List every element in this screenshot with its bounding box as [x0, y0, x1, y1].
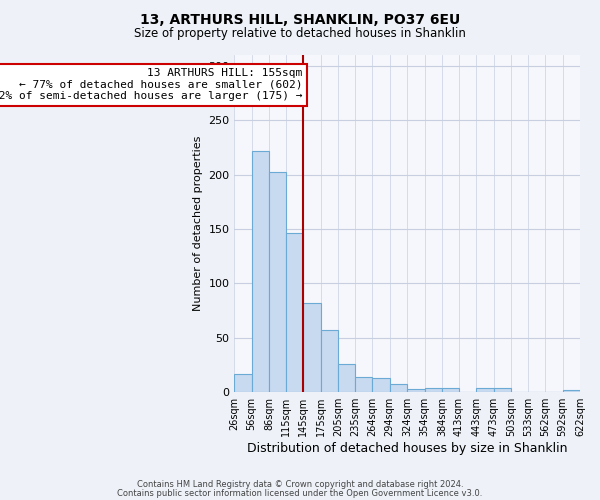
Bar [269, 172, 286, 392]
Bar [425, 388, 442, 392]
Bar [320, 330, 338, 392]
Text: 13, ARTHURS HILL, SHANKLIN, PO37 6EU: 13, ARTHURS HILL, SHANKLIN, PO37 6EU [140, 12, 460, 26]
Bar [234, 374, 251, 392]
Bar [563, 390, 580, 392]
Bar [476, 388, 494, 392]
X-axis label: Distribution of detached houses by size in Shanklin: Distribution of detached houses by size … [247, 442, 568, 455]
Text: Size of property relative to detached houses in Shanklin: Size of property relative to detached ho… [134, 28, 466, 40]
Bar [355, 377, 372, 392]
Bar [338, 364, 355, 392]
Bar [390, 384, 407, 392]
Text: 13 ARTHURS HILL: 155sqm
← 77% of detached houses are smaller (602)
22% of semi-d: 13 ARTHURS HILL: 155sqm ← 77% of detache… [0, 68, 302, 102]
Bar [286, 234, 302, 392]
Text: Contains HM Land Registry data © Crown copyright and database right 2024.: Contains HM Land Registry data © Crown c… [137, 480, 463, 489]
Bar [407, 389, 425, 392]
Bar [372, 378, 390, 392]
Y-axis label: Number of detached properties: Number of detached properties [193, 136, 203, 312]
Bar [303, 303, 320, 392]
Text: Contains public sector information licensed under the Open Government Licence v3: Contains public sector information licen… [118, 488, 482, 498]
Bar [251, 150, 269, 392]
Bar [494, 388, 511, 392]
Bar [442, 388, 459, 392]
